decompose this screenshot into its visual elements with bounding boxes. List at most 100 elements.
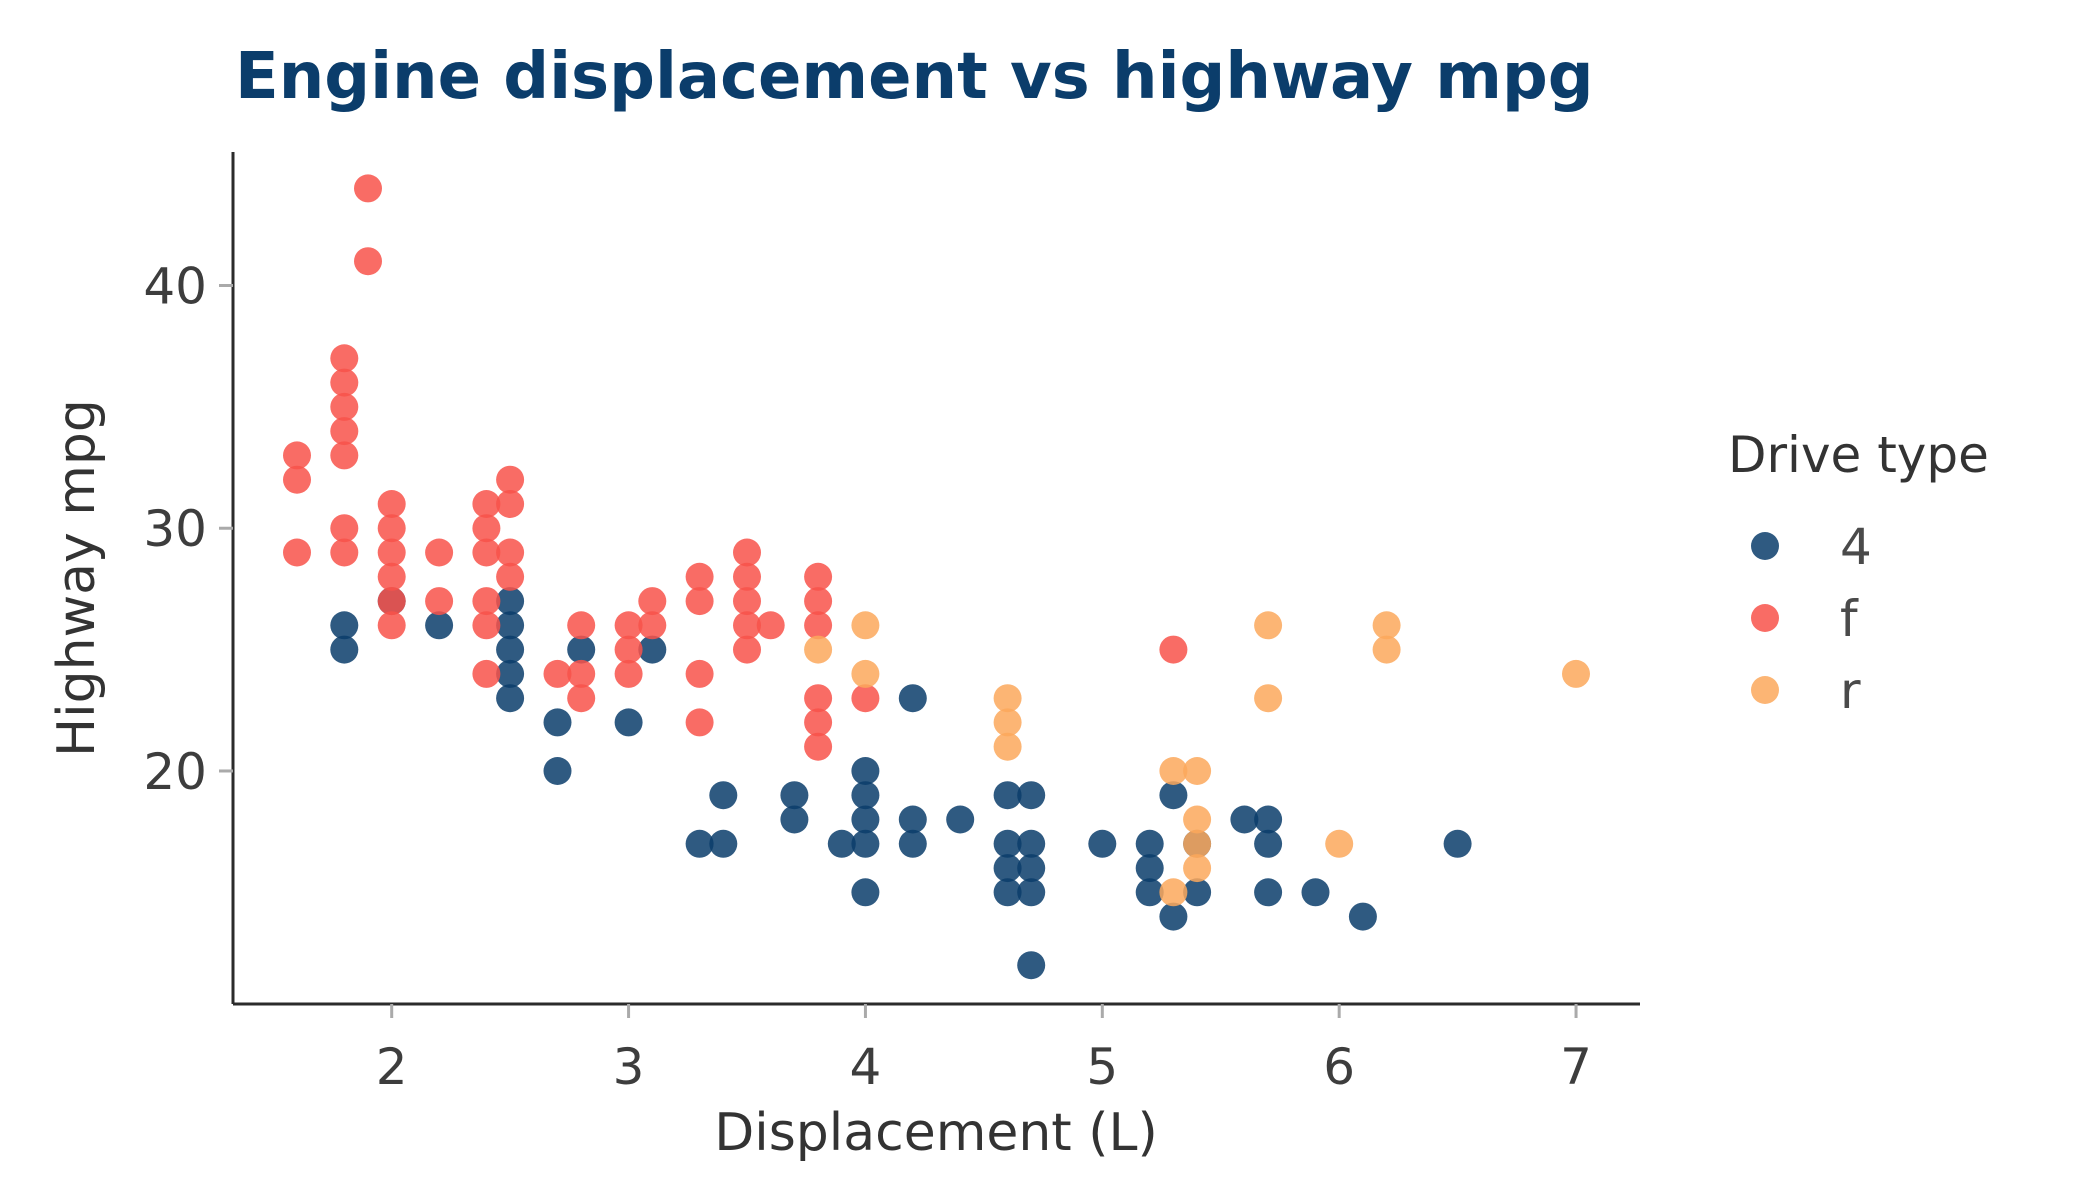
point-r xyxy=(1159,878,1188,907)
legend-key-4 xyxy=(1751,532,1779,560)
y-axis-title: Highway mpg xyxy=(47,399,107,757)
point-f xyxy=(567,684,596,713)
point-f xyxy=(638,587,667,616)
point-f xyxy=(330,441,359,470)
point-f xyxy=(638,611,667,640)
point-4 xyxy=(1301,878,1330,907)
point-f xyxy=(685,659,714,688)
point-f xyxy=(804,562,833,591)
point-f xyxy=(685,587,714,616)
point-4 xyxy=(1230,805,1259,834)
point-f xyxy=(330,514,359,543)
point-4 xyxy=(1135,829,1164,858)
point-4 xyxy=(1159,902,1188,931)
point-4 xyxy=(1135,878,1164,907)
point-4 xyxy=(638,635,667,664)
point-r xyxy=(1372,611,1401,640)
point-4 xyxy=(898,805,927,834)
point-f xyxy=(614,611,643,640)
point-f xyxy=(283,465,311,494)
legend-key-r xyxy=(1751,676,1779,704)
point-f xyxy=(330,417,359,446)
point-4 xyxy=(330,611,359,640)
x-ticks: 2 3 4 5 6 7 xyxy=(376,1004,1592,1096)
point-f xyxy=(330,392,359,421)
point-r xyxy=(1325,829,1354,858)
point-4 xyxy=(993,781,1022,810)
point-4 xyxy=(496,659,525,688)
point-f xyxy=(804,611,833,640)
point-r xyxy=(993,732,1022,761)
point-4 xyxy=(425,611,454,640)
point-f xyxy=(733,538,761,567)
point-r xyxy=(1183,829,1212,858)
legend-label-4: 4 xyxy=(1840,518,1872,576)
point-r xyxy=(1183,757,1212,785)
point-4 xyxy=(851,781,880,810)
y-ticks: 20 30 40 xyxy=(143,258,233,801)
point-r xyxy=(1183,805,1212,834)
legend: 4 fr xyxy=(1751,518,1872,720)
point-4 xyxy=(993,878,1022,907)
point-r xyxy=(1183,854,1212,883)
point-4 xyxy=(1254,805,1283,834)
legend-title: Drive type xyxy=(1728,426,1989,484)
point-r xyxy=(851,659,880,688)
point-f xyxy=(496,490,525,518)
point-4 xyxy=(1254,829,1283,858)
point-4 xyxy=(898,829,927,858)
point-r xyxy=(993,708,1022,737)
point-4 xyxy=(496,587,525,616)
point-4 xyxy=(827,829,856,858)
point-f xyxy=(685,562,714,591)
point-f xyxy=(733,635,761,664)
point-4 xyxy=(1443,829,1472,858)
point-4 xyxy=(1088,829,1117,858)
point-4 xyxy=(709,781,738,810)
point-f xyxy=(354,174,382,203)
point-f xyxy=(377,514,406,543)
point-r xyxy=(804,635,833,664)
y-tick-label: 30 xyxy=(143,500,207,558)
point-4 xyxy=(780,781,809,810)
point-4 xyxy=(1017,781,1046,810)
point-f xyxy=(733,562,761,591)
point-r xyxy=(1159,757,1188,785)
point-f xyxy=(804,732,833,761)
point-4 xyxy=(685,829,714,858)
point-4 xyxy=(1159,781,1188,810)
point-f xyxy=(425,538,454,567)
point-f xyxy=(377,538,406,567)
point-4 xyxy=(543,708,572,737)
point-4 xyxy=(1183,878,1212,907)
point-4 xyxy=(1017,854,1046,883)
point-4 xyxy=(496,684,525,713)
point-4 xyxy=(567,635,596,664)
point-f xyxy=(496,562,525,591)
y-tick-label: 40 xyxy=(143,258,207,316)
point-f xyxy=(496,538,525,567)
point-4 xyxy=(1135,854,1164,883)
point-4 xyxy=(330,635,359,664)
point-f xyxy=(685,708,714,737)
point-r xyxy=(1372,635,1401,664)
point-4 xyxy=(851,805,880,834)
y-tick-label: 20 xyxy=(143,743,207,801)
point-f xyxy=(330,344,359,373)
point-r xyxy=(993,684,1022,713)
x-tick-label: 6 xyxy=(1323,1038,1355,1096)
point-f xyxy=(472,587,501,616)
legend-label-r: r xyxy=(1840,662,1861,720)
point-4 xyxy=(614,708,643,737)
point-r xyxy=(1254,611,1283,640)
x-tick-label: 7 xyxy=(1560,1038,1592,1096)
point-f xyxy=(354,247,382,276)
point-4 xyxy=(851,878,880,907)
point-f xyxy=(472,659,501,688)
x-tick-label: 2 xyxy=(376,1038,408,1096)
point-f xyxy=(804,587,833,616)
points-layer xyxy=(283,174,1590,980)
x-tick-label: 3 xyxy=(613,1038,645,1096)
point-f xyxy=(330,368,359,397)
